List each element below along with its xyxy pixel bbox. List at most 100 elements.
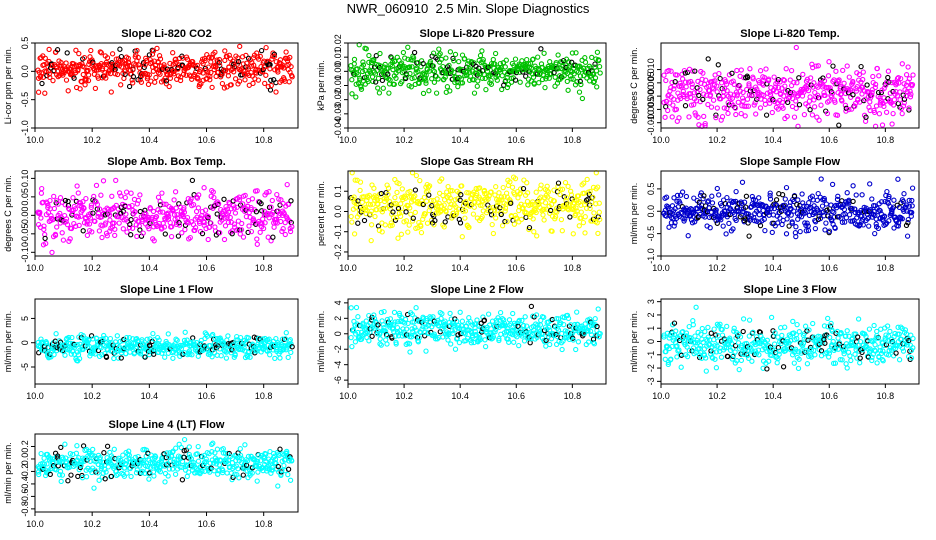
data-point (731, 81, 737, 88)
data-point (826, 59, 832, 65)
data-point (886, 79, 892, 85)
data-point (883, 82, 889, 88)
y-tick-label: 0 (20, 340, 30, 345)
data-point (231, 61, 237, 67)
data-point (216, 60, 222, 66)
data-point (762, 227, 768, 234)
data-point (714, 185, 720, 192)
data-point (669, 114, 675, 120)
data-point (721, 105, 727, 111)
data-point (828, 320, 834, 327)
data-point (93, 199, 99, 205)
data-point (717, 75, 723, 82)
y-axis-label: ml/min per min. (3, 311, 13, 373)
data-point (49, 249, 55, 256)
data-point (398, 201, 404, 207)
data-point (489, 221, 495, 228)
data-points (35, 177, 295, 256)
data-point (128, 217, 134, 223)
data-point (267, 66, 273, 72)
data-point (410, 55, 417, 61)
data-point (510, 310, 516, 317)
data-point (178, 74, 184, 80)
data-point (99, 234, 105, 241)
data-point (548, 70, 554, 77)
data-point (76, 222, 82, 229)
data-point (73, 47, 79, 53)
data-point (859, 91, 865, 97)
data-point (511, 221, 518, 227)
data-point (567, 214, 573, 220)
data-point (366, 52, 372, 59)
x-tick-label: 10.4 (764, 135, 782, 145)
data-point (518, 216, 525, 223)
data-point (685, 233, 691, 239)
data-point (797, 228, 803, 235)
y-tick-label: 2 (333, 316, 343, 321)
data-point (793, 105, 799, 111)
data-point (214, 211, 220, 217)
x-tick-label: 10.0 (26, 391, 44, 401)
data-point (815, 63, 821, 69)
data-point (216, 56, 223, 63)
data-point (714, 83, 720, 89)
data-point (196, 192, 202, 198)
data-point (729, 70, 735, 76)
data-point (420, 60, 426, 67)
data-point (539, 76, 546, 83)
data-point (872, 230, 878, 237)
data-point (68, 225, 75, 232)
data-point (708, 330, 714, 336)
data-point (871, 322, 877, 329)
data-point (208, 69, 214, 76)
data-point (400, 49, 407, 56)
data-point (373, 53, 379, 59)
data-point (138, 214, 144, 220)
data-point (536, 80, 542, 86)
data-point (112, 226, 118, 232)
data-point (594, 84, 600, 90)
data-point (134, 233, 140, 240)
data-point (901, 191, 907, 197)
data-point (818, 176, 824, 182)
data-point (596, 57, 602, 64)
data-point (490, 56, 496, 63)
data-point (236, 197, 243, 203)
data-point (471, 90, 478, 96)
data-point (118, 193, 124, 199)
data-point (445, 337, 451, 343)
data-point (157, 202, 164, 208)
data-point (380, 85, 386, 91)
data-point (277, 355, 283, 361)
data-point (170, 50, 176, 56)
data-point (696, 92, 702, 99)
data-point (692, 333, 698, 339)
plot-frame (34, 42, 299, 129)
data-point (678, 84, 685, 90)
data-point (228, 82, 234, 88)
data-point (712, 78, 718, 84)
data-point (783, 231, 790, 237)
data-point (100, 211, 106, 218)
data-point (522, 314, 528, 320)
data-point (81, 54, 88, 61)
data-point (430, 50, 437, 56)
data-point (889, 121, 895, 127)
data-point (142, 62, 148, 68)
data-point (41, 61, 47, 68)
data-point (749, 358, 755, 364)
data-point (701, 113, 707, 120)
data-point (783, 184, 790, 191)
data-point (787, 77, 793, 83)
data-point (793, 98, 799, 104)
data-point (360, 62, 367, 68)
data-point (718, 354, 725, 360)
data-point (573, 346, 579, 353)
data-point (189, 177, 196, 184)
data-point (222, 48, 228, 54)
x-tick-label: 10.0 (339, 263, 357, 273)
x-tick-label: 10.2 (708, 391, 726, 401)
data-point (201, 185, 207, 191)
data-point (456, 339, 463, 346)
